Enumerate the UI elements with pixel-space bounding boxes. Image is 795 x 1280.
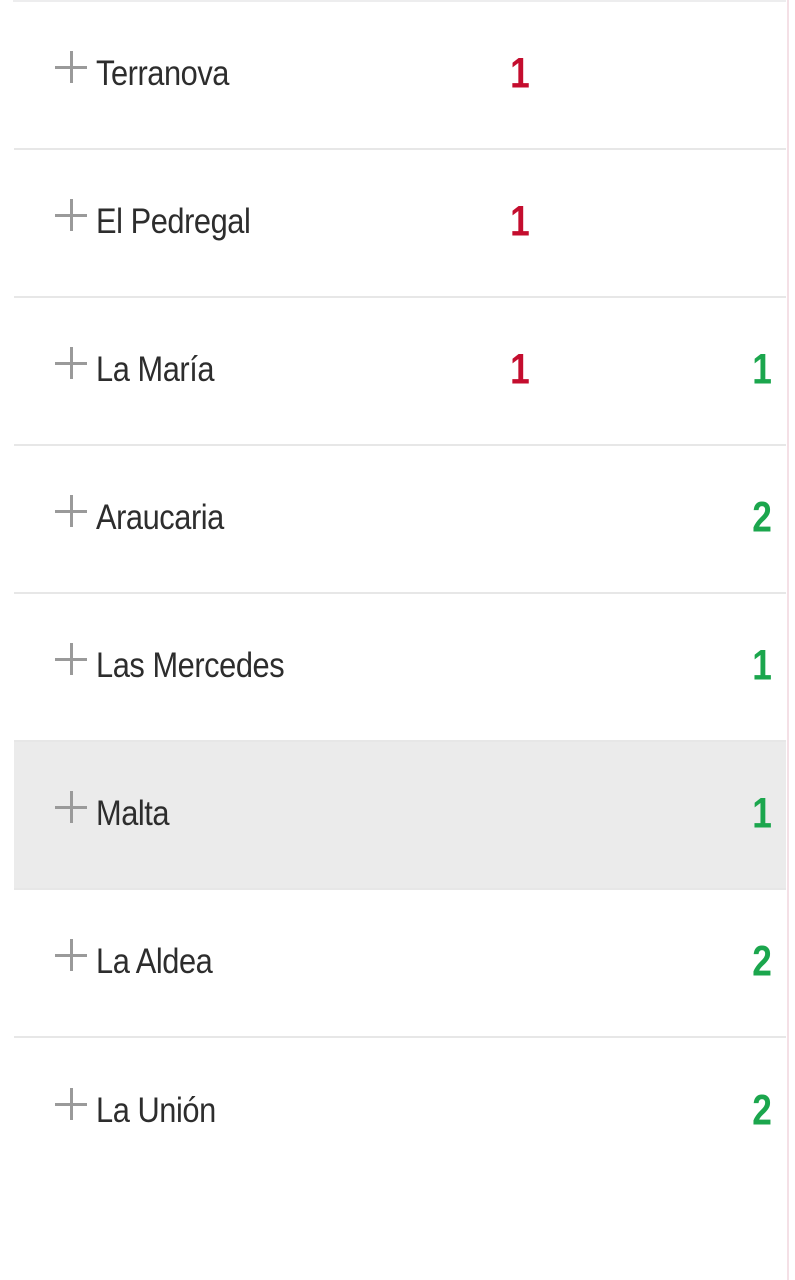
row-name: El Pedregal	[96, 202, 251, 242]
expand-plus-icon[interactable]	[55, 643, 87, 675]
red-count: 1	[510, 49, 530, 98]
table-row[interactable]: Terranova 1	[14, 2, 786, 150]
red-count: 1	[510, 345, 530, 394]
expand-plus-icon[interactable]	[55, 199, 87, 231]
table-row[interactable]: La María 1 1	[14, 298, 786, 446]
table-row[interactable]: La Unión 2	[14, 1038, 786, 1186]
row-name: La María	[96, 350, 215, 390]
list-top-divider	[13, 0, 786, 2]
green-count: 2	[752, 493, 772, 542]
table-row[interactable]: Malta 1	[14, 742, 786, 890]
row-name: Terranova	[96, 54, 230, 94]
row-name: La Aldea	[96, 942, 213, 982]
row-name: Malta	[96, 794, 170, 834]
expand-plus-icon[interactable]	[55, 347, 87, 379]
expand-plus-icon[interactable]	[55, 939, 87, 971]
table-row[interactable]: La Aldea 2	[14, 890, 786, 1038]
green-count: 2	[752, 1086, 772, 1135]
table-row[interactable]: El Pedregal 1	[14, 150, 786, 298]
green-count: 1	[752, 345, 772, 394]
list-right-border	[787, 0, 789, 1280]
expand-plus-icon[interactable]	[55, 495, 87, 527]
row-name: La Unión	[96, 1091, 216, 1131]
green-count: 1	[752, 789, 772, 838]
table-row[interactable]: Araucaria 2	[14, 446, 786, 594]
rows-list: Terranova 1 El Pedregal 1 La María 1 1 A…	[0, 2, 795, 1186]
expand-plus-icon[interactable]	[55, 1088, 87, 1120]
green-count: 2	[752, 937, 772, 986]
red-count: 1	[510, 197, 530, 246]
expand-plus-icon[interactable]	[55, 791, 87, 823]
green-count: 1	[752, 641, 772, 690]
row-name: Araucaria	[96, 498, 224, 538]
table-row[interactable]: Las Mercedes 1	[14, 594, 786, 742]
expand-plus-icon[interactable]	[55, 51, 87, 83]
row-name: Las Mercedes	[96, 646, 285, 686]
